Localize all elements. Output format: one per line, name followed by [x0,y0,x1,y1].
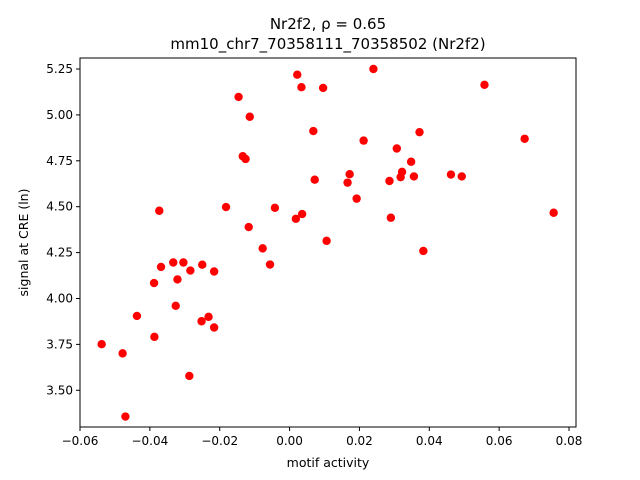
points-layer [97,64,558,421]
data-point-24 [245,112,254,121]
data-point-30 [297,82,306,92]
data-point-13 [186,266,195,275]
data-point-54 [549,208,558,217]
data-point-17 [209,323,219,332]
data-point-20 [234,92,243,102]
data-point-37 [345,170,354,179]
data-point-36 [343,178,352,187]
y-axis: 3.50 3.75 4.00 4.25 4.50 4.75 5.00 5.25 [46,62,80,397]
y-tick-label: 5.00 [46,108,73,122]
data-point-3 [132,311,142,321]
data-point-49 [419,246,428,256]
data-point-16 [204,312,213,322]
chart-title: Nr2f2, ρ = 0.65 [270,15,386,33]
data-point-38 [352,194,361,203]
data-point-45 [397,167,407,177]
data-point-10 [173,275,182,284]
y-tick-label: 4.00 [46,291,73,305]
data-point-9 [171,301,180,311]
x-tick-label: −0.04 [131,434,168,448]
data-point-22 [241,154,250,164]
y-tick-label: 3.75 [46,337,73,351]
y-tick-label: 4.75 [46,154,73,168]
data-point-1 [118,349,127,358]
x-axis-label: motif activity [287,455,370,470]
data-point-50 [446,170,456,179]
data-point-46 [406,157,416,166]
plot-frame [79,57,577,428]
data-point-47 [409,172,419,181]
data-point-41 [385,176,394,186]
data-point-34 [318,83,328,93]
data-point-53 [520,134,529,143]
x-tick-label: −0.06 [62,434,99,448]
data-point-5 [150,332,159,342]
chart-subtitle: mm10_chr7_70358111_70358502 (Nr2f2) [170,35,485,54]
data-point-27 [270,203,280,212]
data-point-35 [322,236,331,246]
data-point-19 [221,202,231,212]
data-point-4 [149,278,159,288]
data-point-29 [293,70,302,79]
data-point-15 [198,260,207,269]
data-point-40 [369,64,378,74]
data-point-8 [169,258,178,267]
data-point-18 [209,267,219,276]
data-point-6 [155,206,164,215]
data-point-28 [291,214,301,224]
y-axis-label: signal at CRE (ln) [16,189,31,297]
data-point-26 [265,260,275,269]
data-point-0 [97,340,106,349]
data-point-2 [121,412,130,421]
data-point-23 [244,222,253,232]
x-tick-label: 0.02 [346,434,373,448]
data-point-25 [258,244,267,253]
x-tick-label: 0.00 [276,434,303,448]
data-point-7 [156,262,166,272]
y-tick-label: 4.25 [46,246,73,260]
x-tick-label: 0.04 [416,434,443,448]
x-tick-label: 0.08 [556,434,583,448]
x-axis: −0.06 −0.04 −0.02 0.00 0.02 0.04 0.06 0.08 [62,427,583,448]
data-point-12 [185,371,194,381]
data-point-32 [309,126,318,136]
data-point-48 [415,127,424,137]
data-point-51 [457,172,466,181]
x-tick-label: −0.02 [201,434,238,448]
data-point-31 [297,209,307,219]
data-point-42 [386,213,396,222]
y-tick-label: 4.50 [46,200,73,214]
data-point-33 [310,175,319,184]
data-point-11 [179,258,188,267]
y-tick-label: 5.25 [46,62,73,76]
data-point-43 [392,144,402,153]
data-point-39 [359,136,368,145]
data-point-52 [480,80,489,90]
data-point-14 [197,317,206,326]
x-tick-label: 0.06 [486,434,513,448]
y-tick-label: 3.50 [46,383,73,397]
